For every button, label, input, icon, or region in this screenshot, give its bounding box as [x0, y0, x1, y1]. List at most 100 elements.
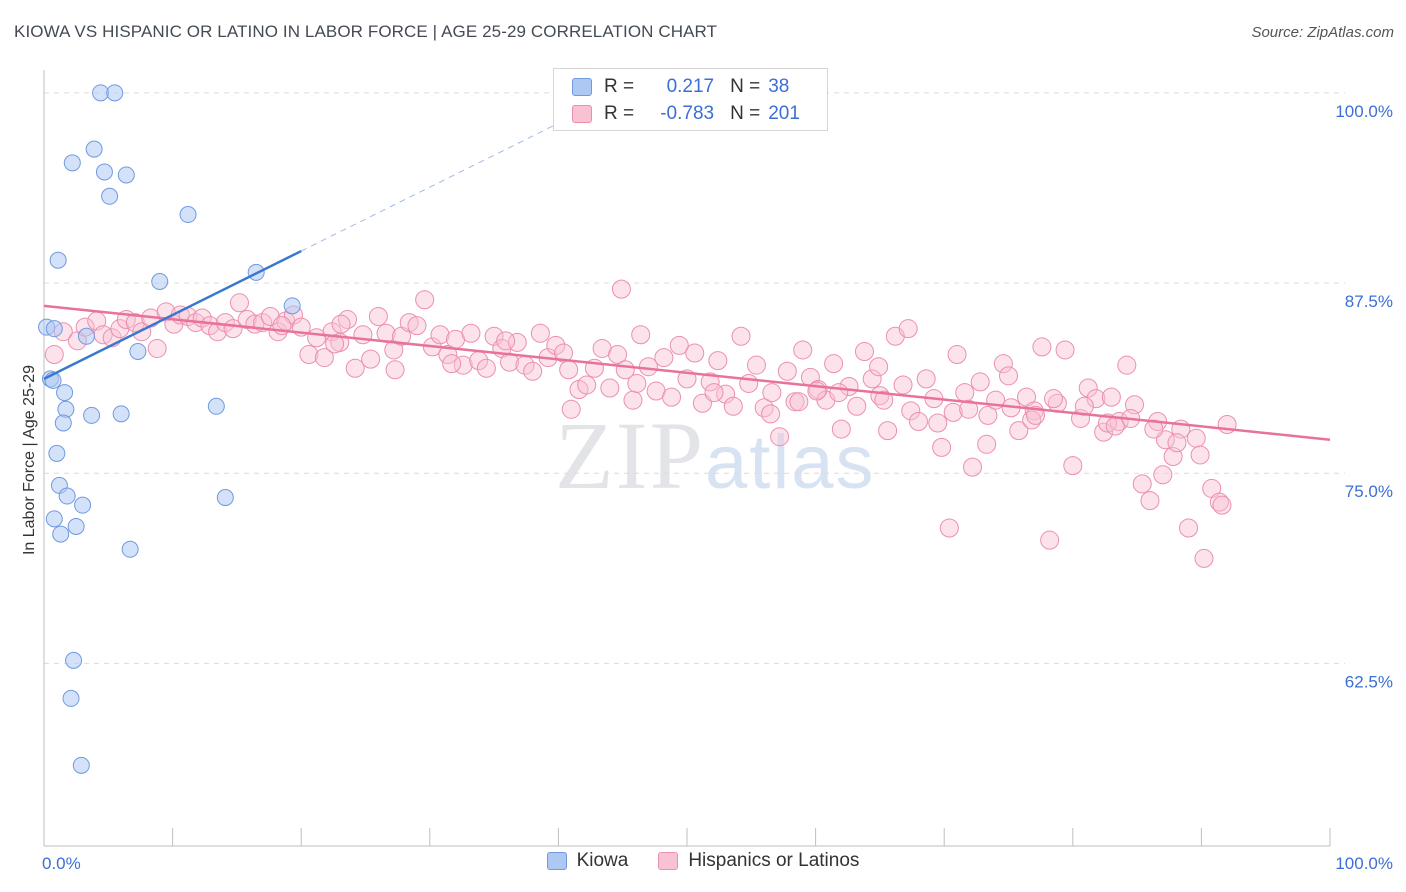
x-tick-label-start: 0.0% [42, 854, 81, 873]
legend-r-label: R = [604, 103, 635, 124]
legend-item-latino: Hispanics or Latinos [658, 850, 859, 872]
latino-point [700, 372, 720, 392]
latino-point [627, 373, 647, 393]
latino-point [353, 325, 373, 345]
latino-point [314, 348, 334, 368]
latino-point [385, 360, 405, 380]
latino-point [476, 358, 496, 378]
kiowa-point [112, 405, 130, 423]
latino-point [399, 313, 419, 333]
kiowa-point [56, 384, 74, 402]
latino-point [1040, 530, 1060, 550]
latino-point [1212, 495, 1232, 515]
latino-point [1190, 445, 1210, 465]
latino-point [970, 372, 990, 392]
y-tick-label: 100.0% [1335, 102, 1393, 121]
kiowa-point [95, 163, 113, 181]
latino-point [376, 323, 396, 343]
latino-point [654, 348, 674, 368]
latino-point [932, 437, 952, 457]
latino-point [878, 421, 898, 441]
latino-point [430, 325, 450, 345]
latino-trend-line [43, 304, 1331, 441]
kiowa-trend-line [43, 249, 302, 380]
latino-point [854, 341, 874, 361]
kiowa-point [63, 154, 81, 172]
latino-point [1078, 378, 1098, 398]
latino-point [147, 338, 167, 358]
kiowa-point [49, 251, 67, 269]
latino-point [1009, 421, 1029, 441]
kiowa-point [101, 187, 119, 205]
latino-point [1094, 422, 1114, 442]
kiowa-point [283, 297, 301, 315]
source-credit: Source: ZipAtlas.com [1251, 24, 1394, 41]
kiowa-point [129, 342, 147, 360]
latino-point [662, 387, 682, 407]
latino-point [704, 383, 724, 403]
latino-point [777, 361, 797, 381]
latino-point [368, 306, 388, 326]
latino-point [1026, 405, 1046, 425]
watermark: ZIPatlas [555, 400, 876, 511]
latino-point [761, 404, 781, 424]
latino-point [1167, 433, 1187, 453]
latino-point [1101, 387, 1121, 407]
kiowa-point [45, 320, 63, 338]
tick-labels: 62.5% 75.0% 87.5% 100.0% 0.0% 100.0% [42, 102, 1393, 873]
latino-point [1144, 419, 1164, 439]
latino-swatch [572, 105, 592, 123]
latino-point [608, 345, 628, 365]
latino-point [916, 369, 936, 389]
latino-r-value: -0.783 [660, 103, 715, 124]
kiowa-point [62, 689, 80, 707]
latino-point [1055, 340, 1075, 360]
latino-point [577, 375, 597, 395]
latino-point [793, 340, 813, 360]
latino-point [723, 396, 743, 416]
latino-point [1153, 465, 1173, 485]
latino-point [731, 326, 751, 346]
kiowa-points [38, 84, 301, 774]
kiowa-n-value: 38 [768, 76, 790, 97]
kiowa-point [65, 651, 83, 669]
latino-point [631, 325, 651, 345]
kiowa-point [74, 496, 92, 514]
latino-points [44, 279, 1237, 568]
latino-point [829, 383, 849, 403]
latino-point [999, 366, 1018, 386]
latino-point [623, 390, 643, 410]
legend-row-latino: R = -0.783 N = 201 [572, 101, 800, 127]
legend-r-label: R = [604, 76, 635, 97]
latino-point [1179, 518, 1199, 538]
latino-point [461, 323, 481, 343]
latino-point [484, 326, 504, 346]
kiowa-point [83, 406, 101, 424]
kiowa-point [58, 487, 76, 505]
latino-point [442, 354, 462, 374]
latino-point [530, 323, 550, 343]
latino-point [962, 457, 982, 477]
kiowa-point [92, 84, 110, 102]
y-tick-label: 62.5% [1345, 672, 1393, 691]
latino-point [1063, 456, 1083, 476]
kiowa-point [85, 140, 103, 158]
latino-point [959, 399, 979, 419]
latino-point [739, 373, 759, 393]
latino-point [229, 293, 249, 313]
latino-point [1105, 416, 1125, 436]
kiowa-point [216, 489, 234, 507]
axes [43, 70, 1331, 847]
latino-point [600, 378, 620, 398]
latino-point [1086, 389, 1106, 409]
latino-point [561, 399, 581, 419]
kiowa-point [106, 84, 124, 102]
kiowa-point [72, 756, 90, 774]
kiowa-swatch [572, 78, 592, 96]
latino-point [523, 361, 543, 381]
latino-point [200, 316, 220, 336]
latino-point [361, 349, 381, 369]
watermark-zip: ZIP [555, 402, 705, 509]
latino-point [708, 351, 728, 371]
kiowa-legend-label: Kiowa [576, 850, 629, 871]
